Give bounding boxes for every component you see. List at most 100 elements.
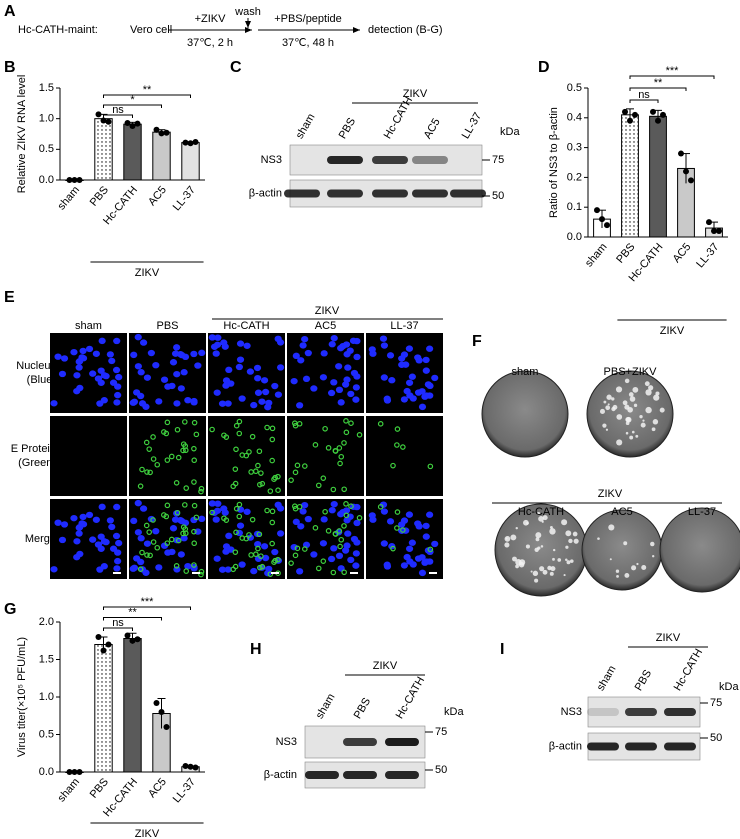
- e-protein: [348, 420, 354, 426]
- row-label: NS3: [276, 736, 297, 748]
- nucleus: [353, 337, 361, 345]
- plaque: [549, 528, 556, 535]
- panel-label: F: [472, 333, 482, 350]
- nucleus: [224, 400, 232, 407]
- group-label: ZIKV: [135, 828, 160, 839]
- nucleus: [184, 396, 192, 404]
- e-protein: [338, 536, 345, 543]
- nucleus: [274, 391, 283, 398]
- e-protein: [400, 444, 406, 450]
- e-protein: [236, 430, 243, 437]
- nucleus: [271, 382, 279, 390]
- e-protein: [164, 419, 171, 426]
- e-protein: [191, 502, 198, 509]
- x-tick-label: AC5: [146, 776, 169, 800]
- nucleus: [292, 518, 300, 526]
- nucleus: [173, 400, 181, 407]
- nucleus: [130, 564, 139, 572]
- nucleus: [180, 535, 188, 542]
- nucleus: [301, 335, 309, 343]
- lane-label: sham: [294, 112, 318, 141]
- plaque: [607, 403, 610, 406]
- unit-label: kDa: [444, 706, 464, 718]
- bar: [123, 123, 142, 181]
- x-tick-label: sham: [583, 241, 609, 269]
- e-protein: [168, 453, 175, 460]
- panel-label: A: [4, 3, 16, 20]
- nucleus: [130, 351, 138, 359]
- nucleus: [58, 536, 67, 544]
- e-protein: [198, 488, 204, 495]
- data-point: [158, 709, 165, 715]
- micrograph: [129, 416, 206, 496]
- y-tick-label: 1.0: [39, 691, 54, 703]
- nucleus: [227, 380, 235, 387]
- y-tick-label: 1.0: [39, 113, 54, 125]
- nucleus: [54, 353, 62, 360]
- e-protein: [150, 517, 156, 523]
- nucleus: [180, 369, 188, 376]
- nucleus: [299, 342, 307, 349]
- nucleus: [344, 364, 352, 371]
- nucleus: [262, 554, 270, 562]
- e-protein: [336, 445, 343, 451]
- e-protein: [356, 431, 363, 438]
- nucleus: [134, 363, 142, 370]
- e-protein: [288, 560, 294, 566]
- e-protein: [183, 568, 190, 574]
- nucleus: [130, 517, 138, 525]
- nucleus: [335, 552, 344, 560]
- nucleus: [60, 355, 69, 362]
- plate: [481, 370, 569, 458]
- e-protein: [233, 446, 239, 453]
- plaque: [597, 537, 600, 540]
- data-point: [182, 763, 189, 769]
- nucleus: [137, 535, 145, 542]
- e-protein: [150, 434, 156, 440]
- nucleus: [246, 368, 254, 375]
- e-protein: [174, 509, 181, 516]
- data-point: [105, 118, 112, 125]
- e-protein: [173, 479, 180, 486]
- blot-band: [327, 189, 363, 198]
- group-label: ZIKV: [373, 660, 398, 672]
- e-protein: [269, 508, 276, 515]
- nucleus: [142, 569, 150, 576]
- nucleus: [383, 563, 392, 570]
- nucleus: [422, 367, 430, 374]
- e-protein: [182, 502, 188, 508]
- plaque: [510, 534, 517, 541]
- nucleus: [190, 399, 198, 406]
- marker-label: 50: [435, 764, 447, 776]
- marker-label: 75: [492, 154, 504, 166]
- nucleus: [330, 334, 338, 342]
- plaque: [652, 419, 659, 425]
- plaque: [642, 419, 645, 422]
- nucleus: [320, 350, 328, 357]
- data-point: [71, 177, 78, 183]
- nucleus: [400, 396, 408, 403]
- row-label: β-actin: [264, 769, 297, 781]
- data-point: [66, 769, 73, 775]
- nucleus: [85, 345, 94, 353]
- lane-label: Hc-CATH: [394, 675, 428, 721]
- nucleus: [403, 387, 411, 395]
- significance-label: ***: [666, 65, 680, 77]
- lane-label: PBS: [633, 668, 654, 693]
- nucleus: [113, 399, 121, 406]
- y-axis-label: Ratio of NS3 to β-actin: [548, 107, 560, 218]
- plate-label: AC5: [611, 506, 632, 518]
- nucleus: [327, 555, 336, 563]
- column-label: PBS: [156, 320, 178, 332]
- e-protein: [233, 505, 240, 512]
- nucleus: [152, 361, 160, 369]
- plaque: [639, 414, 643, 419]
- plaque: [569, 559, 574, 563]
- nucleus: [50, 566, 58, 573]
- y-tick-label: 1.5: [39, 82, 54, 94]
- lane-label: Hc-CATH: [672, 647, 706, 693]
- blot-band: [327, 156, 363, 164]
- data-point: [95, 634, 102, 640]
- nucleus: [60, 521, 69, 528]
- nucleus: [264, 403, 272, 411]
